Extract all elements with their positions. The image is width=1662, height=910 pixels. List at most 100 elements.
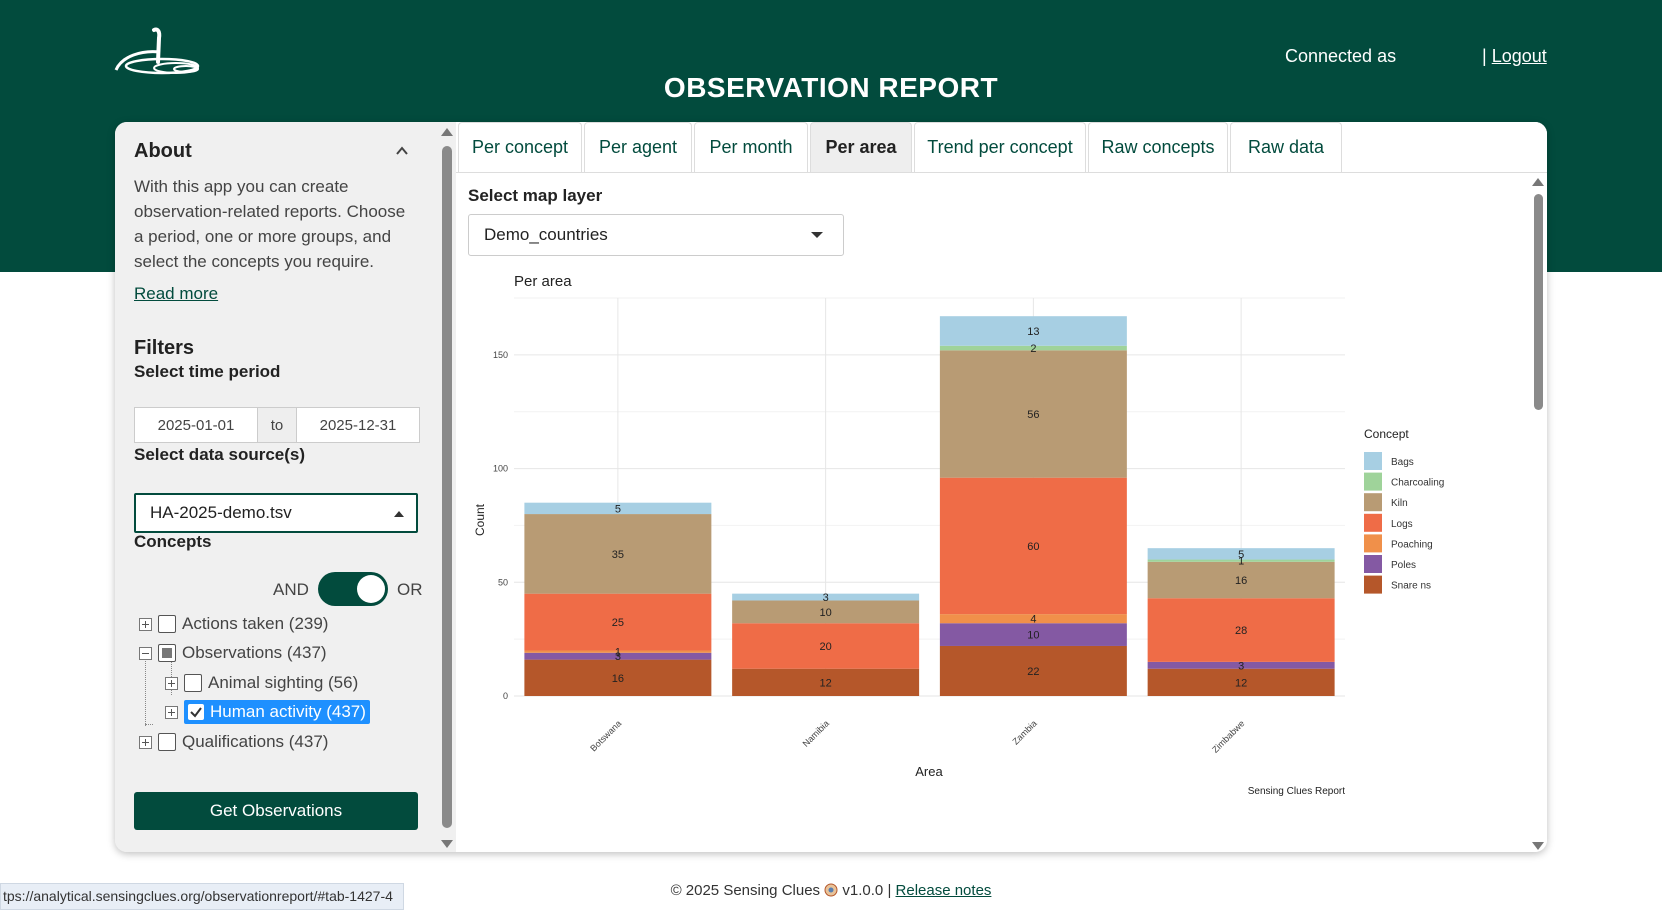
collapse-icon[interactable] (139, 646, 152, 660)
y-tick-label: 100 (493, 464, 508, 474)
bar-segment-zimbabwe-charcoaling (1147, 559, 1335, 562)
map-layer-select[interactable]: Demo_countries (468, 214, 844, 256)
x-tick-label: Zimbabwe (1210, 718, 1246, 754)
copyright: © 2025 Sensing Clues (670, 882, 821, 899)
checkbox-partial[interactable] (158, 644, 176, 662)
expand-icon[interactable] (165, 676, 178, 690)
footer-separator: | (887, 882, 892, 899)
bar-value-label: 35 (612, 549, 624, 561)
bar-segment-namibia-logs (732, 623, 920, 669)
bar-value-label: 4 (1030, 614, 1036, 626)
legend-label: Snare ns (1391, 581, 1431, 592)
content-scrollbar[interactable] (1529, 172, 1547, 852)
tree-node-observations[interactable]: Observations (437) (139, 641, 327, 665)
tab-raw-data[interactable]: Raw data (1230, 122, 1342, 172)
tab-trend-per-concept[interactable]: Trend per concept (914, 122, 1086, 172)
bar-segment-botswana-poaching (524, 650, 712, 653)
bar-segment-botswana-bags (524, 502, 712, 515)
scroll-up-arrow-icon[interactable] (1532, 178, 1544, 186)
toggle-and-label: AND (273, 580, 309, 599)
bar-value-label: 12 (1235, 677, 1247, 689)
bar-value-label: 60 (1027, 541, 1039, 553)
bar-value-label: 22 (1027, 666, 1039, 678)
bar-segment-zambia-kiln (939, 350, 1127, 478)
bar-value-label: 3 (1238, 660, 1244, 672)
logout-wrap: | Logout (1482, 46, 1547, 67)
expand-icon[interactable] (139, 617, 152, 631)
scroll-down-arrow-icon[interactable] (1532, 842, 1544, 850)
checkbox[interactable] (158, 615, 176, 633)
release-notes-link[interactable]: Release notes (895, 882, 992, 899)
tab-raw-concepts[interactable]: Raw concepts (1088, 122, 1228, 172)
scroll-thumb[interactable] (1534, 194, 1543, 410)
legend-swatch (1364, 472, 1382, 491)
tree-node-human-activity[interactable]: Human activity (437) (165, 700, 370, 724)
scroll-thumb[interactable] (442, 146, 452, 828)
get-observations-button[interactable]: Get Observations (134, 792, 418, 830)
bar-segment-botswana-poles (524, 652, 712, 660)
tree-node-qualifications[interactable]: Qualifications (437) (139, 730, 328, 754)
bar-segment-zambia-logs (939, 477, 1127, 615)
bar-segment-zimbabwe-bags (1147, 548, 1335, 560)
tree-node-animal-sighting[interactable]: Animal sighting (56) (165, 671, 358, 695)
and-or-switch[interactable] (318, 572, 388, 606)
datasource-select[interactable]: HA-2025-demo.tsv (134, 493, 418, 533)
tab-per-agent[interactable]: Per agent (584, 122, 692, 172)
bar-value-label: 2 (1030, 343, 1036, 355)
bar-segment-namibia-bags (732, 593, 920, 601)
y-tick-label: 150 (493, 350, 508, 360)
bar-segment-zambia-poles (939, 623, 1127, 646)
map-layer-label: Select map layer (468, 186, 603, 205)
legend-label: Charcoaling (1391, 478, 1444, 489)
about-title: About (134, 140, 192, 162)
checkbox-checked-icon[interactable] (188, 704, 204, 720)
sensing-clues-small-icon (824, 883, 838, 897)
legend-swatch (1364, 493, 1382, 512)
tree-node-human-label: Human activity (437) (210, 702, 366, 721)
legend-swatch (1364, 513, 1382, 532)
bar-value-label: 25 (612, 617, 624, 629)
bar-segment-zimbabwe-kiln (1147, 561, 1335, 599)
concept-tree: Actions taken (239) Observations (437) A… (139, 612, 429, 777)
checkbox[interactable] (158, 733, 176, 751)
toggle-or-label: OR (397, 580, 423, 599)
tree-node-actions[interactable]: Actions taken (239) (139, 612, 328, 636)
bar-value-label: 1 (615, 647, 621, 659)
read-more-link[interactable]: Read more (134, 284, 219, 303)
version: v1.0.0 (842, 882, 884, 899)
expand-icon[interactable] (165, 705, 178, 719)
expand-icon[interactable] (139, 735, 152, 749)
bar-value-label: 16 (612, 673, 624, 685)
chart-title: Per area (514, 273, 572, 290)
legend-label: Bags (1391, 457, 1414, 468)
legend-swatch (1364, 534, 1382, 553)
caret-down-icon (811, 232, 823, 238)
datasource-value: HA-2025-demo.tsv (150, 503, 292, 522)
bar-value-label: 56 (1027, 409, 1039, 421)
chevron-up-icon[interactable] (395, 144, 409, 158)
bar-segment-zambia-charcoaling (939, 345, 1127, 351)
logout-link[interactable]: Logout (1491, 46, 1547, 66)
bar-value-label: 5 (1238, 549, 1244, 561)
date-to-input[interactable]: 2025-12-31 (319, 416, 397, 434)
bar-segment-botswana-kiln (524, 514, 712, 594)
tab-per-month[interactable]: Per month (694, 122, 808, 172)
bar-segment-namibia-snare-ns (732, 668, 920, 696)
legend-label: Poles (1391, 560, 1416, 571)
bar-segment-zambia-snare-ns (939, 645, 1127, 696)
bar-value-label: 16 (1235, 575, 1247, 587)
main-content: Per concept Per agent Per month Per area… (456, 122, 1547, 852)
scroll-down-arrow-icon[interactable] (441, 840, 453, 848)
legend-swatch (1364, 575, 1382, 594)
tab-per-area[interactable]: Per area (810, 122, 912, 172)
date-from-input[interactable]: 2025-01-01 (157, 416, 235, 434)
sidebar-scrollbar[interactable] (438, 122, 456, 852)
checkbox[interactable] (184, 674, 202, 692)
tab-per-concept[interactable]: Per concept (458, 122, 582, 172)
legend-swatch (1364, 452, 1382, 470)
legend-label: Kiln (1391, 498, 1408, 509)
bar-segment-zambia-bags (939, 316, 1127, 346)
bar-value-label: 3 (615, 651, 621, 663)
tab-bar: Per concept Per agent Per month Per area… (456, 122, 1547, 173)
scroll-up-arrow-icon[interactable] (441, 128, 453, 136)
